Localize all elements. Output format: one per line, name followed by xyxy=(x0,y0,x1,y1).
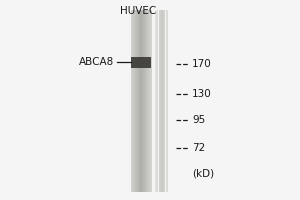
Bar xyxy=(155,10,156,192)
Bar xyxy=(163,10,164,192)
Text: 170: 170 xyxy=(192,59,212,69)
Bar xyxy=(157,10,158,192)
Bar xyxy=(158,10,159,192)
Bar xyxy=(136,10,137,192)
Text: HUVEC: HUVEC xyxy=(120,6,156,16)
Bar xyxy=(167,10,168,192)
Bar xyxy=(151,10,152,192)
Bar xyxy=(137,10,138,192)
Bar xyxy=(154,10,155,192)
Text: 130: 130 xyxy=(192,89,212,99)
Bar xyxy=(131,10,132,192)
Bar xyxy=(168,10,169,192)
Text: ABCA8: ABCA8 xyxy=(79,57,114,67)
Bar xyxy=(134,10,135,192)
Bar xyxy=(146,10,147,192)
Bar xyxy=(144,10,145,192)
Bar xyxy=(164,10,165,192)
Bar xyxy=(135,10,136,192)
Bar xyxy=(130,10,131,192)
Bar xyxy=(147,10,148,192)
Bar xyxy=(156,10,157,192)
Bar xyxy=(139,10,140,192)
Bar xyxy=(159,10,160,192)
Bar xyxy=(143,10,144,192)
Bar xyxy=(141,10,142,192)
Bar xyxy=(132,10,133,192)
Bar xyxy=(140,10,141,192)
Bar xyxy=(145,10,146,192)
Text: (kD): (kD) xyxy=(192,169,214,179)
Bar xyxy=(131,56,151,68)
Bar xyxy=(142,10,143,192)
Bar xyxy=(160,10,161,192)
Bar xyxy=(161,10,162,192)
Bar xyxy=(165,10,166,192)
Bar xyxy=(149,10,150,192)
Bar xyxy=(138,10,139,192)
Text: 72: 72 xyxy=(192,143,205,153)
Bar xyxy=(150,10,151,192)
Bar xyxy=(133,10,134,192)
Bar xyxy=(162,10,163,192)
Bar xyxy=(148,10,149,192)
Text: 95: 95 xyxy=(192,115,205,125)
